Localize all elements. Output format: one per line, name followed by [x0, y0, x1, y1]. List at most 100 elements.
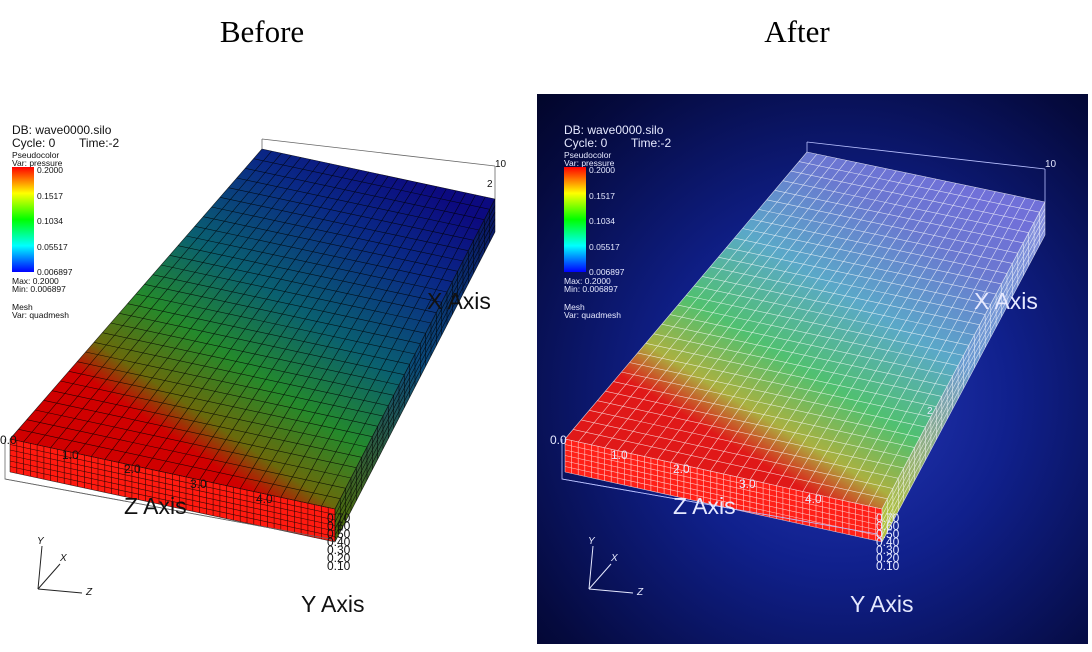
z-axis-tick: 2.0: [673, 462, 690, 476]
mesh-line: [564, 466, 883, 537]
mesh-line: [203, 216, 458, 272]
y-axis-tick: 0.10: [876, 559, 900, 573]
triad-y-label: Y: [588, 536, 595, 547]
mesh-line: [718, 256, 986, 315]
mesh-line: [194, 226, 453, 282]
y-axis-tick: 0.70: [327, 511, 351, 525]
mesh-line: [806, 151, 1046, 203]
y-axis-title: Y Axis: [301, 591, 365, 617]
mesh-line: [127, 303, 410, 365]
mesh-line: [750, 218, 1008, 274]
z-axis-tick: 1.0: [611, 448, 628, 462]
y-axis-tick: 0.20: [327, 551, 351, 565]
mesh-line: [645, 343, 937, 407]
y-axis-tick: 0.70: [876, 511, 900, 525]
y-axis-tick: 0.20: [876, 551, 900, 565]
mesh-line: [661, 323, 948, 387]
mesh-line: [119, 313, 405, 375]
min-label: Min: 0.006897: [564, 284, 618, 294]
mesh-line: [334, 205, 496, 516]
mesh-line: [93, 342, 389, 406]
z-axis-tick: 3.0: [739, 477, 756, 491]
mesh-line: [702, 276, 975, 336]
triad-x-label: X: [611, 553, 618, 564]
mesh-line: [589, 410, 899, 479]
mesh-line: [564, 455, 883, 526]
before-render-window[interactable]: DB: wave0000.silo Cycle: 0 Time:-2 Pseud…: [0, 94, 532, 652]
color-legend-bar: [12, 167, 34, 272]
mesh-line: [9, 466, 336, 537]
mesh-line: [334, 225, 496, 536]
mesh-line: [9, 471, 336, 543]
z-axis-title: Z Axis: [124, 493, 187, 519]
y-axis-tick: 0.40: [327, 535, 351, 549]
y-axis-tick: 0.50: [876, 527, 900, 541]
mesh-line: [43, 400, 357, 468]
mesh-line: [60, 380, 368, 448]
legend-tick: 0.1517: [589, 191, 615, 201]
mesh-line: [9, 455, 336, 526]
legend-tick: 0.1034: [37, 216, 63, 226]
mesh-var-label: Var: quadmesh: [564, 310, 622, 320]
mesh-line: [564, 449, 883, 521]
mesh-line: [9, 460, 336, 532]
z-axis-tick: 3.0: [190, 477, 207, 491]
mesh-line: [77, 361, 378, 427]
y-axis-tick: 0.30: [327, 543, 351, 557]
triad-x-label: X: [60, 553, 67, 564]
legend-tick: 0.2000: [589, 165, 615, 175]
after-render-window[interactable]: DB: wave0000.silo Cycle: 0 Time:-2 Pseud…: [537, 94, 1088, 644]
mesh-line: [710, 266, 980, 326]
mesh-line: [144, 284, 421, 344]
y-axis-tick: 0.30: [876, 543, 900, 557]
mesh-line: [581, 419, 893, 489]
mesh-line: [621, 371, 921, 438]
mesh-line: [261, 148, 496, 200]
mesh-line: [186, 235, 448, 293]
mesh-line: [605, 390, 910, 459]
min-label: Min: 0.006897: [12, 284, 66, 294]
max-label: Max: 0.2000: [564, 276, 611, 286]
y-axis-tick: 0.50: [327, 527, 351, 541]
mesh-line: [9, 438, 336, 510]
mesh-line: [18, 429, 341, 499]
mesh-line: [726, 247, 991, 305]
mesh-line: [110, 322, 400, 386]
mesh-line: [881, 221, 1046, 529]
mesh-line: [653, 333, 942, 397]
mesh-line: [152, 274, 426, 334]
z-axis-title: Z Axis: [673, 493, 736, 519]
after-heading: After: [764, 14, 830, 49]
mesh-line: [881, 234, 1046, 543]
x-axis-tick: 10: [1045, 159, 1057, 170]
y-axis-tick: 0.60: [876, 519, 900, 533]
time-label: Time:-2: [79, 136, 120, 150]
mesh-line: [9, 444, 336, 515]
mesh-line: [9, 449, 336, 521]
mesh-line: [135, 293, 416, 355]
mesh-line: [782, 180, 1029, 233]
triad-z-label: Z: [86, 587, 93, 598]
y-axis-tick: 0.10: [327, 559, 351, 573]
mesh-line: [798, 161, 1040, 213]
plot-var-label: Var: pressure: [12, 158, 63, 168]
z-axis-tick: 4.0: [256, 492, 273, 506]
x-axis-tick: 2: [487, 179, 493, 190]
x-axis-title: X Axis: [427, 288, 491, 314]
db-label: DB: wave0000.silo: [564, 123, 664, 137]
cycle-label: Cycle: 0: [564, 136, 608, 150]
mesh-line: [211, 206, 464, 262]
mesh-line: [742, 228, 1002, 285]
mesh-var-label: Var: quadmesh: [12, 310, 70, 320]
mesh-line: [102, 332, 394, 396]
mesh-line: [669, 314, 953, 377]
mesh-line: [677, 304, 959, 366]
x-axis-tick: 10: [495, 159, 507, 170]
before-heading: Before: [219, 14, 305, 49]
z-axis-tick: 0.0: [0, 433, 17, 447]
mesh-line: [881, 201, 1046, 510]
mesh-line: [51, 390, 362, 458]
z-axis-tick: 1.0: [62, 448, 79, 462]
mesh-line: [564, 460, 883, 532]
mesh-line: [334, 212, 496, 523]
